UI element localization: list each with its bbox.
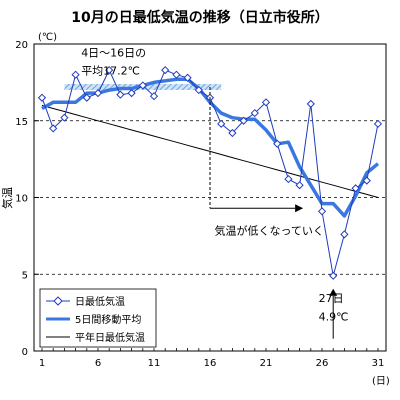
x-tick-label: 21 bbox=[260, 358, 273, 369]
data-point bbox=[228, 128, 237, 138]
data-point bbox=[149, 92, 159, 101]
y-axis-ticks: 0 5 10 15 20 bbox=[15, 40, 39, 358]
x-tick-label: 11 bbox=[148, 358, 161, 369]
y-tick-label: 0 bbox=[22, 347, 28, 358]
data-point bbox=[273, 139, 282, 148]
data-point bbox=[329, 271, 338, 280]
y-axis-unit: (℃) bbox=[38, 32, 57, 43]
data-point bbox=[362, 176, 371, 185]
data-point bbox=[239, 116, 248, 125]
annotation-text: 平均17.2℃ bbox=[81, 65, 140, 78]
data-point bbox=[317, 207, 327, 216]
annotation-text: 気温が低くなっていく bbox=[214, 223, 323, 237]
data-point bbox=[172, 70, 181, 79]
data-point bbox=[93, 89, 103, 98]
data-point bbox=[60, 113, 69, 122]
data-point bbox=[194, 85, 203, 95]
legend-marker-daily bbox=[53, 296, 63, 306]
annotation-text: 4.9℃ bbox=[319, 310, 349, 323]
y-tick-label: 15 bbox=[15, 117, 28, 128]
annotation-marks bbox=[209, 86, 338, 339]
chart-title: 10月の日最低気温の推移（日立市役所） bbox=[71, 9, 328, 26]
data-point bbox=[138, 81, 147, 90]
data-point bbox=[351, 184, 360, 193]
data-point bbox=[161, 65, 170, 75]
data-point bbox=[284, 174, 293, 184]
x-tick-label: 1 bbox=[39, 358, 45, 369]
y-tick-label: 20 bbox=[15, 40, 28, 51]
y-tick-label: 5 bbox=[22, 270, 28, 281]
data-point bbox=[340, 230, 349, 239]
x-tick-label: 6 bbox=[95, 358, 101, 369]
data-point bbox=[127, 89, 136, 98]
data-point bbox=[116, 90, 125, 99]
legend-label-normal: 平年日最低気温 bbox=[75, 331, 145, 344]
y-tick-label: 10 bbox=[15, 194, 28, 205]
data-point bbox=[82, 93, 91, 102]
annotation-text: 4日～16日の bbox=[81, 46, 146, 59]
legend-label-daily: 日最低気温 bbox=[75, 295, 125, 308]
legend: 日最低気温 5日間移動平均 平年日最低気温 bbox=[39, 288, 157, 348]
data-point bbox=[217, 119, 226, 128]
data-point bbox=[71, 70, 80, 79]
data-point bbox=[250, 108, 259, 118]
x-tick-label: 26 bbox=[316, 358, 329, 369]
x-tick-label: 31 bbox=[372, 358, 385, 369]
data-point bbox=[49, 124, 58, 133]
data-point bbox=[37, 93, 47, 102]
series-line-normal bbox=[41, 104, 379, 198]
arrow-head-cooling bbox=[295, 204, 304, 213]
arrow-head-day27 bbox=[329, 288, 338, 296]
data-point bbox=[183, 73, 192, 82]
y-axis-label: 気温 bbox=[0, 187, 14, 209]
annotation-text: 27日 bbox=[319, 292, 344, 305]
data-point bbox=[295, 181, 304, 190]
x-axis-unit: (日) bbox=[372, 376, 390, 387]
x-tick-label: 16 bbox=[204, 358, 217, 369]
data-point bbox=[373, 119, 383, 128]
data-point bbox=[105, 65, 114, 75]
data-point bbox=[261, 98, 271, 107]
data-point bbox=[306, 99, 315, 108]
series-normal-min-temp bbox=[41, 104, 379, 198]
legend-label-moving-average: 5日間移動平均 bbox=[75, 313, 141, 326]
x-axis-ticks: 1 6 11 16 21 26 31 bbox=[39, 348, 385, 369]
